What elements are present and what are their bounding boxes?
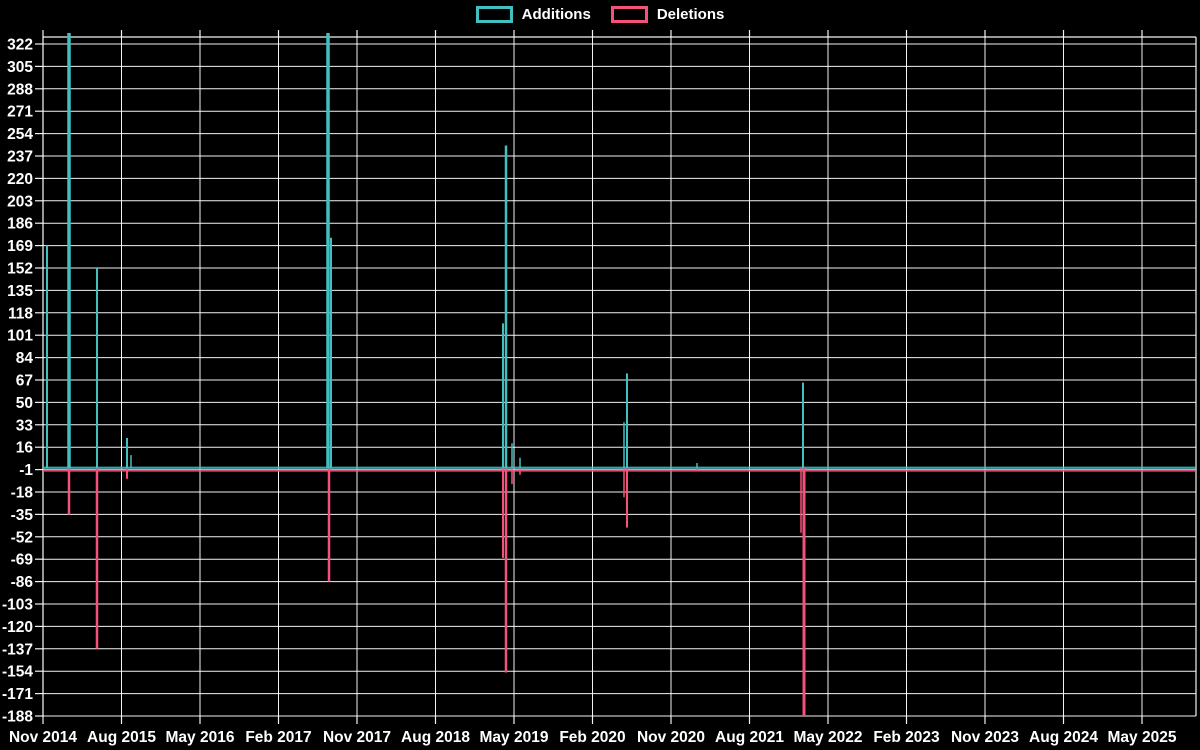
x-axis-tick-label: Feb 2023 xyxy=(873,729,940,746)
y-axis-tick-label: 84 xyxy=(16,350,34,367)
additions-swatch-icon xyxy=(475,6,513,23)
x-axis-tick-label: Feb 2020 xyxy=(559,729,625,746)
y-axis-tick-label: 67 xyxy=(16,373,33,390)
y-axis-tick-label: -137 xyxy=(2,641,33,658)
x-axis-tick-label: May 2016 xyxy=(166,729,235,746)
y-axis-tick-label: 254 xyxy=(7,126,33,143)
x-axis-tick-label: May 2025 xyxy=(1108,729,1177,746)
x-axis-tick-label: Aug 2024 xyxy=(1029,729,1098,746)
x-axis-tick-label: Feb 2017 xyxy=(245,729,311,746)
y-axis-tick-label: -1 xyxy=(19,462,33,479)
y-axis-tick-label: 237 xyxy=(7,149,33,166)
y-axis-tick-label: -154 xyxy=(2,664,33,681)
y-axis-tick-label: 220 xyxy=(7,171,33,188)
y-axis-tick-label: -52 xyxy=(11,529,33,546)
y-axis-tick-label: -35 xyxy=(11,507,34,524)
x-axis-tick-label: May 2019 xyxy=(480,729,549,746)
y-axis-tick-label: 33 xyxy=(16,417,34,434)
y-axis-tick-label: -69 xyxy=(11,552,34,569)
x-axis-tick-label: Aug 2021 xyxy=(715,729,784,746)
y-axis-tick-label: 288 xyxy=(7,81,33,98)
y-axis-tick-label: 50 xyxy=(16,395,33,412)
x-axis-tick-label: Nov 2017 xyxy=(323,729,391,746)
y-axis-tick-label: 16 xyxy=(16,440,34,457)
y-axis-tick-label: -171 xyxy=(2,686,33,703)
y-axis-tick-label: 305 xyxy=(7,59,33,76)
x-axis-tick-label: Aug 2015 xyxy=(87,729,156,746)
y-axis-tick-label: -188 xyxy=(2,709,33,726)
y-axis-tick-label: 322 xyxy=(7,37,33,54)
legend: Additions Deletions xyxy=(0,6,1200,23)
x-axis-tick-label: Aug 2018 xyxy=(401,729,470,746)
legend-label-additions: Additions xyxy=(521,6,591,23)
x-axis-tick-label: May 2022 xyxy=(794,729,863,746)
y-axis-tick-label: 135 xyxy=(7,283,33,300)
x-axis-tick-label: Nov 2014 xyxy=(9,729,77,746)
x-axis-tick-label: Nov 2023 xyxy=(951,729,1019,746)
y-axis-tick-label: -18 xyxy=(11,485,34,502)
y-axis-tick-label: 152 xyxy=(7,261,33,278)
y-axis-tick-label: -120 xyxy=(2,619,33,636)
x-axis-tick-label: Nov 2020 xyxy=(637,729,705,746)
y-axis-tick-label: 101 xyxy=(7,328,33,345)
legend-item-additions[interactable]: Additions xyxy=(475,6,591,23)
y-axis-tick-label: 186 xyxy=(7,216,33,233)
legend-item-deletions[interactable]: Deletions xyxy=(610,6,725,23)
y-axis-tick-label: 271 xyxy=(7,104,33,121)
y-axis-tick-label: 118 xyxy=(8,305,33,322)
legend-label-deletions: Deletions xyxy=(656,6,725,23)
deletions-swatch-icon xyxy=(610,6,648,23)
y-axis-tick-label: 203 xyxy=(7,193,33,210)
y-axis-tick-label: 169 xyxy=(7,238,33,255)
y-axis-tick-label: -103 xyxy=(2,597,33,614)
y-axis-tick-label: -86 xyxy=(11,574,34,591)
